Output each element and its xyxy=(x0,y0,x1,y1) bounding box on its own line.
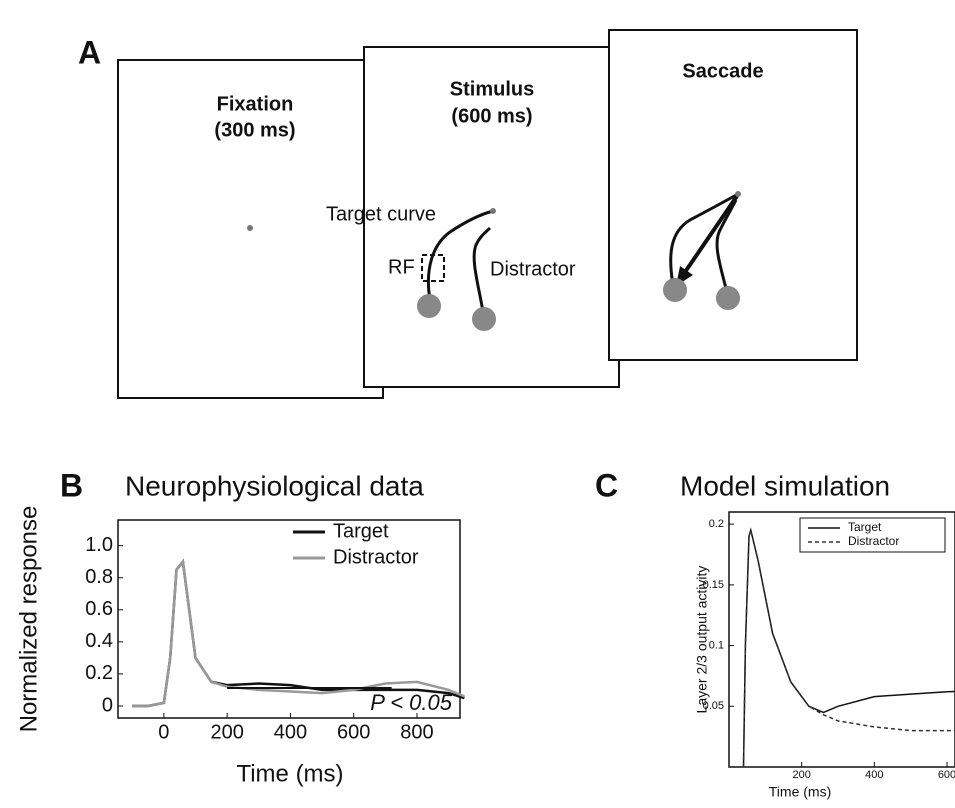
x-axis-label: Time (ms) xyxy=(769,784,831,800)
y-tick-label: 0.2 xyxy=(85,662,113,684)
x-axis-label: Time (ms) xyxy=(236,760,343,787)
legend-label: Distractor xyxy=(333,546,419,568)
target-label: Target curve xyxy=(326,203,436,225)
panel-label: C xyxy=(595,467,618,503)
fixation-point xyxy=(735,191,741,197)
y-tick-label: 0.8 xyxy=(85,566,113,588)
legend-label: Distractor xyxy=(848,534,899,548)
frame-title: Fixation xyxy=(217,93,294,115)
chart-title: Neurophysiological data xyxy=(125,470,424,501)
x-tick-label: 400 xyxy=(274,721,307,743)
distractor-disc xyxy=(472,307,496,331)
legend-label: Target xyxy=(333,520,389,542)
panel-label: A xyxy=(78,34,101,70)
legend-label: Target xyxy=(848,520,882,534)
target-disc xyxy=(663,278,687,302)
y-tick-label: 1.0 xyxy=(85,534,113,556)
x-tick-label: 0 xyxy=(158,721,169,743)
y-tick-label: 0.4 xyxy=(85,630,113,652)
y-tick-label: 0.6 xyxy=(85,598,113,620)
y-tick-label: 0 xyxy=(102,694,113,716)
x-tick-label: 800 xyxy=(400,721,433,743)
frame-duration: (600 ms) xyxy=(451,105,532,127)
frame-title: Saccade xyxy=(682,60,763,82)
saccade-frame: Saccade xyxy=(609,30,857,360)
distractor-label: Distractor xyxy=(490,258,576,280)
fixation-point xyxy=(490,208,496,214)
fixation-frame: Fixation (300 ms) xyxy=(118,60,383,398)
chart-title: Model simulation xyxy=(680,470,890,501)
rf-label: RF xyxy=(388,256,415,278)
y-tick-label: 0.1 xyxy=(709,639,724,651)
fixation-point xyxy=(247,225,253,231)
frame-duration: (300 ms) xyxy=(214,119,295,141)
target-disc xyxy=(417,294,441,318)
x-tick-label: 400 xyxy=(865,769,883,781)
annotation: P < 0.05 xyxy=(370,690,453,715)
y-axis-label: Layer 2/3 output activity xyxy=(694,566,710,714)
x-tick-label: 600 xyxy=(938,769,955,781)
panel-label: B xyxy=(60,467,83,503)
y-axis-label: Normalized response xyxy=(15,506,42,733)
y-tick-label: 0.2 xyxy=(709,518,724,530)
x-tick-label: 200 xyxy=(210,721,243,743)
frame-title: Stimulus xyxy=(450,78,534,100)
stimulus-frame: Stimulus (600 ms) Target curve RF Distra… xyxy=(326,47,619,387)
x-tick-label: 200 xyxy=(792,769,810,781)
x-tick-label: 600 xyxy=(337,721,370,743)
distractor-disc xyxy=(716,286,740,310)
